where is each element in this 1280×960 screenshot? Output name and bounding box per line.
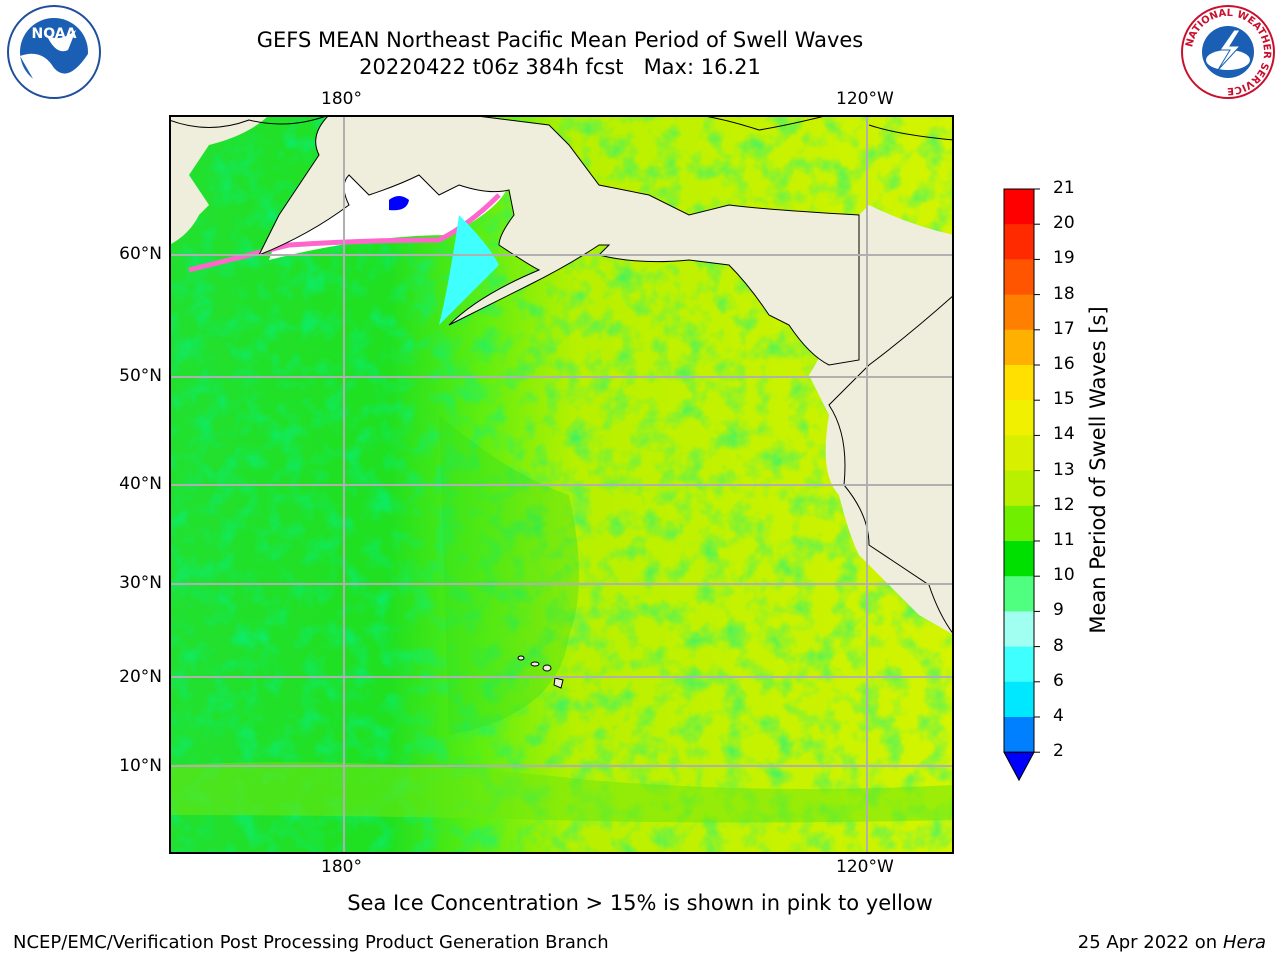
colorbar-tick-label: 9 (1053, 600, 1064, 621)
southern-band (169, 762, 954, 823)
colorbar-tick-label: 18 (1053, 283, 1075, 304)
colorbar-segment (1004, 329, 1034, 366)
top-lon-label-120w: 120°W (836, 89, 894, 109)
colorbar-tick-label: 12 (1053, 494, 1075, 515)
gridlines (169, 115, 954, 854)
colorbar-segment (1004, 224, 1034, 260)
map-panel (168, 114, 955, 854)
colorbar-segment (1004, 259, 1034, 296)
colorbar-tick-label: 11 (1053, 530, 1075, 550)
lat-label-30n: 30°N (119, 573, 162, 593)
ice-blue-patch (389, 196, 409, 211)
colorbar-tick-label: 14 (1053, 424, 1075, 445)
land-alaska (257, 114, 860, 366)
credit-date: 25 Apr 2022 on (1077, 932, 1223, 953)
colorbar-tick-label: 20 (1053, 213, 1075, 234)
colorbar-extend-arrow (1003, 751, 1035, 782)
top-lon-label-180: 180° (321, 89, 362, 109)
lat-label-40n: 40°N (119, 474, 162, 494)
colorbar-segment (1004, 576, 1034, 612)
colorbar-segment (1004, 294, 1034, 331)
colorbar-segment (1004, 611, 1034, 648)
colorbar-segment (1004, 400, 1034, 436)
colorbar-tick-label: 16 (1053, 354, 1075, 374)
ice-edge-cyan (439, 215, 499, 325)
colorbar-tick-label: 19 (1053, 248, 1075, 269)
colorbar-segment (1004, 505, 1034, 542)
credit-left: NCEP/EMC/Verification Post Processing Pr… (13, 932, 609, 953)
lat-label-10n: 10°N (119, 756, 162, 776)
hawaii-islands (517, 655, 564, 689)
colorbar-tick-label: 4 (1053, 706, 1064, 726)
colorbar-segment (1004, 717, 1034, 753)
nws-logo: NATIONAL WEATHER SERVICE (1181, 5, 1275, 99)
colorbar-tick-label: 15 (1053, 389, 1075, 410)
lat-label-60n: 60°N (119, 244, 162, 264)
credit-right: 25 Apr 2022 on Hera (1078, 932, 1266, 953)
map-svg (168, 114, 955, 854)
colorbar-segment (1004, 646, 1034, 683)
sea-ice-note: Sea Ice Concentration > 15% is shown in … (347, 891, 933, 915)
map-frame (169, 115, 954, 854)
credit-host: Hera (1222, 932, 1266, 953)
colorbar-tick-label: 8 (1053, 635, 1064, 656)
bottom-lon-label-120w: 120°W (836, 857, 894, 877)
colorbar-segment (1004, 681, 1034, 718)
noaa-logo-text: NOAA (32, 26, 77, 42)
colorbar (1003, 188, 1040, 782)
colorbar-segment (1004, 189, 1034, 225)
colorbar-tick-label: 17 (1053, 318, 1075, 339)
colorbar-tick-label: 10 (1053, 565, 1075, 586)
colorbar-segment (1004, 470, 1034, 507)
colorbar-segment (1004, 365, 1034, 401)
colorbar-tick-label: 6 (1053, 670, 1064, 691)
colorbar-segment (1004, 435, 1034, 472)
colorbar-tick-label: 13 (1053, 459, 1075, 480)
chart-title: GEFS MEAN Northeast Pacific Mean Period … (256, 28, 864, 52)
coast-north-top (168, 114, 955, 141)
chart-subtitle: 20220422 t06z 384h fcst Max: 16.21 (359, 55, 761, 79)
bottom-lon-label-180: 180° (321, 857, 362, 877)
lat-label-20n: 20°N (119, 667, 162, 687)
lat-label-50n: 50°N (119, 366, 162, 386)
land-west-coast (828, 293, 955, 637)
colorbar-tick-label: 21 (1053, 178, 1075, 198)
colorbar-label: Mean Period of Swell Waves [s] (1086, 306, 1110, 634)
colorbar-segment (1004, 541, 1034, 577)
noaa-logo: NOAA (7, 5, 101, 99)
central-lobe (439, 415, 579, 735)
colorbar-tick-label: 2 (1053, 741, 1064, 762)
